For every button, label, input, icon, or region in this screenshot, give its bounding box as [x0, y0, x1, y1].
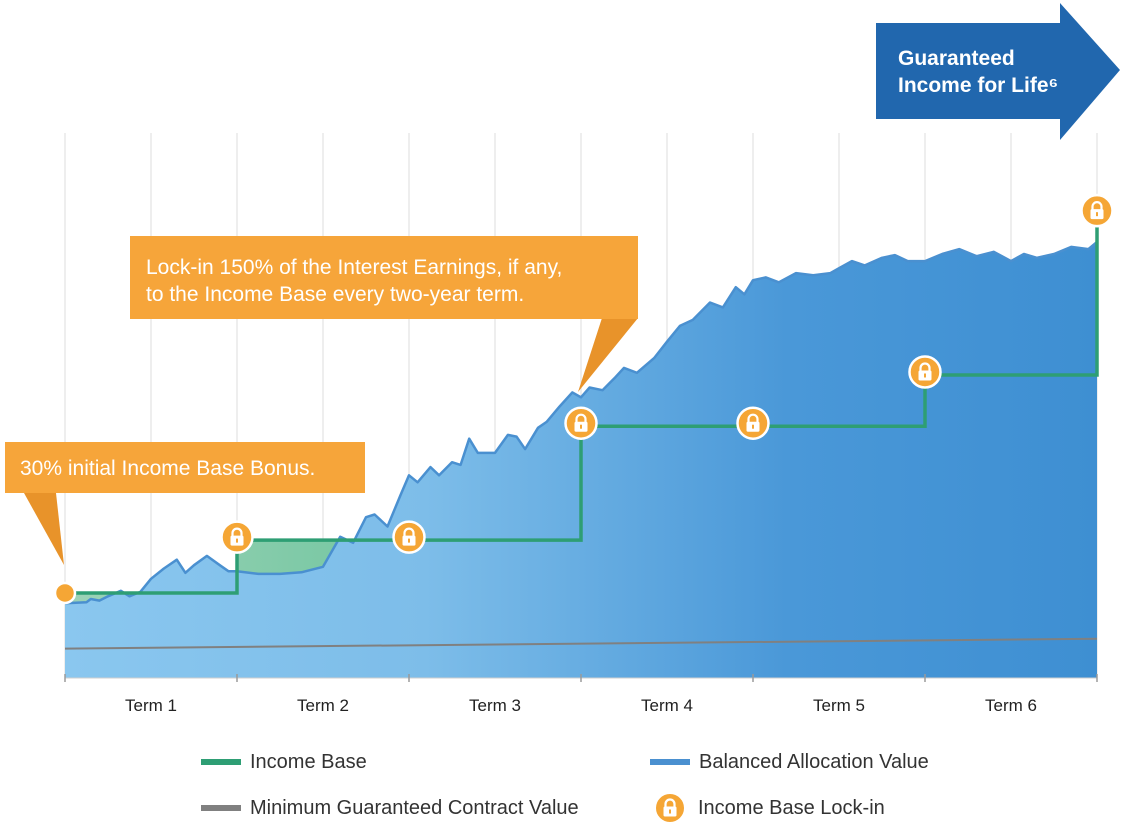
guaranteed-income-arrow — [876, 3, 1120, 140]
lockin-callout-text: Lock-in 150% of the Interest Earnings, i… — [146, 256, 562, 279]
legend-item-min-guaranteed: Minimum Guaranteed Contract Value — [201, 788, 579, 828]
legend-label-income-base: Income Base — [250, 750, 367, 773]
lock-icon — [908, 355, 942, 389]
lock-icon-keyhole — [580, 424, 582, 429]
bonus-callout-text: 30% initial Income Base Bonus. — [20, 457, 315, 480]
lock-icon-shackle — [575, 413, 587, 423]
initial-bonus-marker — [53, 581, 77, 605]
lock-icon — [654, 792, 686, 824]
lock-icon — [1080, 193, 1114, 228]
x-tick-label: Term 4 — [641, 696, 693, 715]
legend-label-balanced-allocation: Balanced Allocation Value — [699, 750, 929, 773]
x-tick-label: Term 5 — [813, 696, 865, 715]
lock-in-markers — [53, 193, 1114, 605]
min-guaranteed-layer — [64, 637, 1098, 650]
legend-swatch-income-base — [201, 759, 241, 765]
x-tick-label: Term 3 — [469, 696, 521, 715]
bonus-callout-pointer — [24, 493, 64, 565]
guaranteed-income-text: Guaranteed — [898, 47, 1015, 70]
lock-icon — [220, 520, 254, 554]
lock-icon-shackle — [1091, 201, 1103, 210]
lock-icon-shackle — [403, 527, 415, 537]
bonus-callout-box — [5, 442, 365, 493]
lock-icon-keyhole — [752, 424, 754, 429]
guaranteed-income-text: Income for Life⁶ — [898, 74, 1058, 97]
x-tick-label: Term 1 — [125, 696, 177, 715]
x-tick-label: Term 2 — [297, 696, 349, 715]
min-guaranteed-line — [64, 637, 1098, 650]
legend-item-balanced-allocation: Balanced Allocation Value — [650, 742, 929, 782]
x-tick-label: Term 6 — [985, 696, 1037, 715]
lockin-callout-text: to the Income Base every two-year term. — [146, 283, 524, 306]
legend-swatch-balanced-allocation — [650, 759, 690, 765]
lock-icon-keyhole — [1096, 212, 1098, 217]
balanced-allocation-line — [64, 241, 1098, 605]
lock-icon-keyhole — [236, 538, 238, 543]
callouts: 30% initial Income Base Bonus. Lock-in 15… — [5, 3, 1120, 565]
legend-label-lock-in: Income Base Lock-in — [698, 796, 885, 819]
legend-label-min-guaranteed: Minimum Guaranteed Contract Value — [250, 796, 579, 819]
legend-item-lock-in: Income Base Lock-in — [650, 788, 885, 828]
lock-icon-shackle — [747, 413, 759, 423]
legend-item-income-base: Income Base — [201, 742, 367, 782]
lockin-callout-box — [130, 236, 638, 319]
lock-icon-shackle — [919, 362, 931, 371]
lockin-callout-pointer — [578, 318, 638, 392]
lock-icon — [392, 520, 426, 554]
x-axis: Term 1 Term 2 Term 3 Term 4 Term 5 Term 6 — [64, 674, 1098, 715]
lock-icon-keyhole — [924, 373, 926, 378]
chart: Term 1 Term 2 Term 3 Term 4 Term 5 Term 6 30%… — [5, 3, 1120, 715]
lock-icon-keyhole — [408, 538, 410, 543]
lock-icon — [564, 406, 598, 440]
legend: Income Base Balanced Allocation Value Mi… — [0, 740, 1126, 834]
lock-icon-shackle — [231, 527, 243, 537]
legend-swatch-min-guaranteed — [201, 805, 241, 811]
lock-icon — [736, 406, 770, 440]
